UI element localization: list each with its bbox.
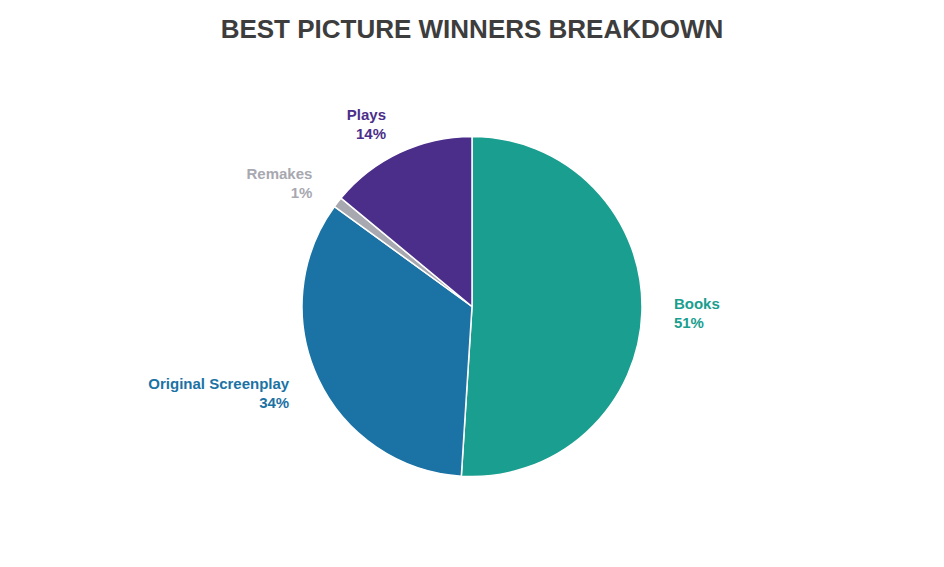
svg-text:Plays: Plays	[347, 106, 386, 123]
svg-text:34%: 34%	[259, 394, 289, 411]
svg-text:Books: Books	[674, 295, 720, 312]
svg-text:Original Screenplay: Original Screenplay	[148, 375, 290, 392]
svg-text:Remakes: Remakes	[246, 165, 312, 182]
svg-text:1%: 1%	[291, 184, 313, 201]
html-text:BEST PICTURE WINNERS BREAKDOWN: BEST PICTURE WINNERS BREAKDOWN	[220, 14, 724, 44]
svg-text:51%: 51%	[674, 314, 704, 331]
svg-text:14%: 14%	[356, 125, 386, 142]
